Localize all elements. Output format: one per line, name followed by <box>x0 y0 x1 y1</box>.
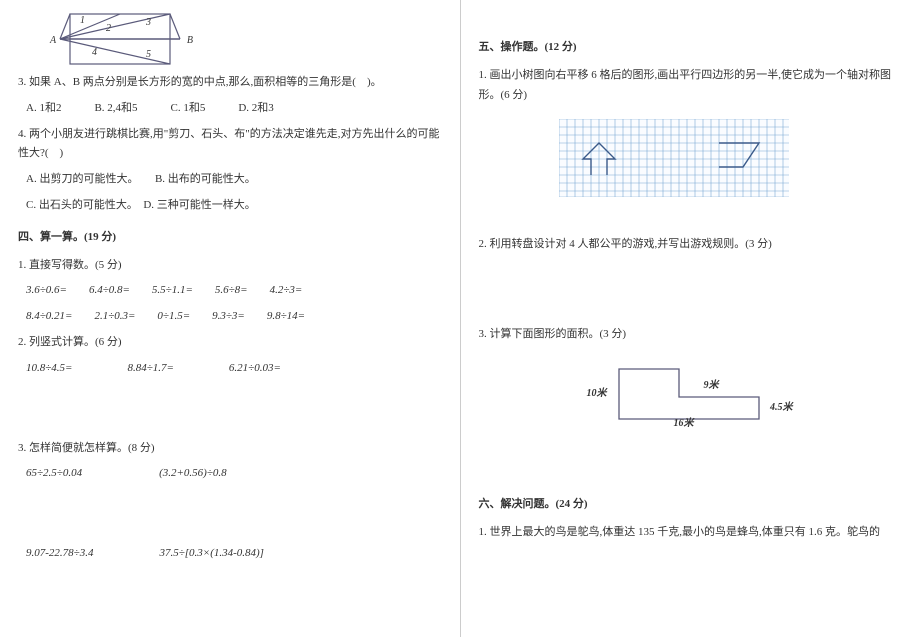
question-4: 4. 两个小朋友进行跳棋比赛,用"剪刀、石头、布"的方法决定谁先走,对方先出什么… <box>18 125 442 165</box>
section-5-title: 五、操作题。(12 分) <box>479 38 903 58</box>
s4-q1-row1: 3.6÷0.6= 6.4÷0.8= 5.5÷1.1= 5.6÷8= 4.2÷3= <box>26 281 442 301</box>
s4-q3-row1: 65÷2.5÷0.04 (3.2+0.56)÷0.8 <box>26 464 442 484</box>
s6-q1: 1. 世界上最大的鸟是鸵鸟,体重达 135 千克,最小的鸟是蜂鸟,体重只有 1.… <box>479 523 903 543</box>
s5-q2: 2. 利用转盘设计对 4 人都公平的游戏,并写出游戏规则。(3 分) <box>479 235 903 255</box>
s4-q2-row: 10.8÷4.5= 8.84÷1.7= 6.21÷0.03= <box>26 359 442 379</box>
s4-q2: 2. 列竖式计算。(6 分) <box>18 333 442 353</box>
trap-right: 4.5米 <box>770 399 793 417</box>
question-4-opt-a: A. 出剪刀的可能性大。 B. 出布的可能性大。 <box>26 170 442 190</box>
fig-B: B <box>187 32 193 50</box>
section-6-title: 六、解决问题。(24 分) <box>479 495 903 515</box>
question-3: 3. 如果 A、B 两点分别是长方形的宽的中点,那么,面积相等的三角形是( )。 <box>18 73 442 93</box>
s4-q3-row2: 9.07-22.78÷3.4 37.5÷[0.3×(1.34-0.84)] <box>26 544 442 564</box>
trapezoid-figure: 9米 10米 4.5米 16米 <box>599 359 779 429</box>
section-4-title: 四、算一算。(19 分) <box>18 228 442 248</box>
rectangle-figure: 1 2 3 A B 4 5 <box>58 12 183 67</box>
fig-n5: 5 <box>146 46 151 64</box>
question-4-opt-b: C. 出石头的可能性大。 D. 三种可能性一样大。 <box>26 196 442 216</box>
fig-A: A <box>50 32 56 50</box>
fig-n1: 1 <box>80 12 85 30</box>
fig-n2: 2 <box>106 20 111 38</box>
question-3-options: A. 1和2 B. 2,4和5 C. 1和5 D. 2和3 <box>26 99 442 119</box>
s5-q1: 1. 画出小树图向右平移 6 格后的图形,画出平行四边形的另一半,使它成为一个轴… <box>479 66 903 106</box>
fig-n3: 3 <box>146 14 151 32</box>
s4-q3: 3. 怎样简便就怎样算。(8 分) <box>18 439 442 459</box>
trap-left: 10米 <box>587 385 607 403</box>
trap-top: 9米 <box>704 377 719 395</box>
s4-q1-row2: 8.4÷0.21= 2.1÷0.3= 0÷1.5= 9.3÷3= 9.8÷14= <box>26 307 442 327</box>
s4-q1: 1. 直接写得数。(5 分) <box>18 256 442 276</box>
fig-n4: 4 <box>92 44 97 62</box>
trap-bottom: 16米 <box>674 415 694 433</box>
s5-q3: 3. 计算下面图形的面积。(3 分) <box>479 325 903 345</box>
grid-figure <box>559 119 903 205</box>
